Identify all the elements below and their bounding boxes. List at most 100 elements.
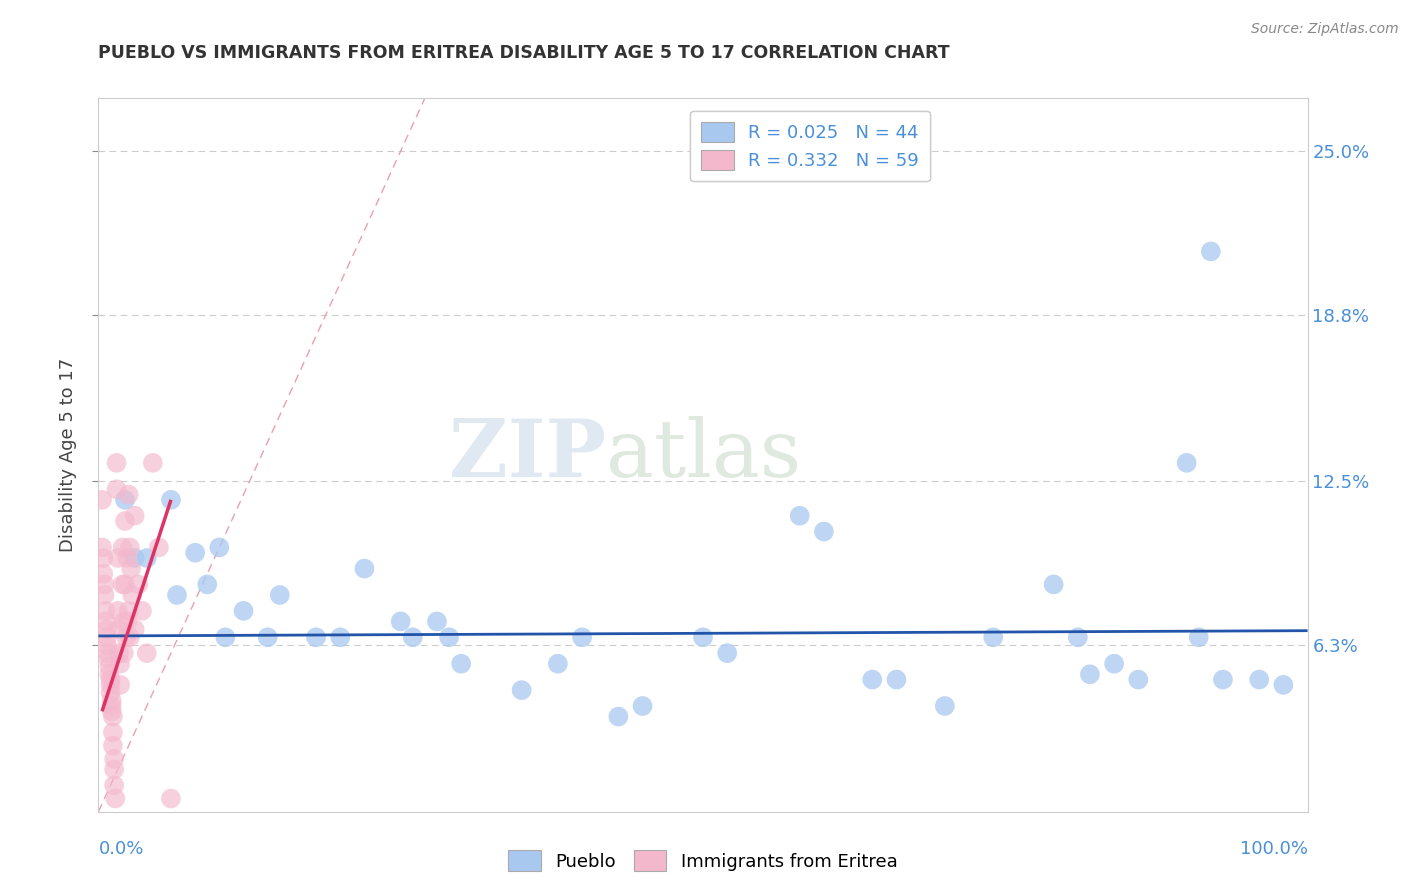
Point (108, 646, 131, 660)
Point (94, 604, 117, 618)
Point (305, 630, 328, 644)
Point (789, 508, 811, 523)
Text: 100.0%: 100.0% (1240, 840, 1308, 858)
Point (886, 673, 908, 687)
Point (934, 698, 956, 713)
Point (813, 524, 835, 539)
Point (101, 739, 124, 753)
Point (118, 541, 141, 555)
Point (1175, 456, 1198, 470)
Text: atlas: atlas (606, 416, 801, 494)
Point (208, 541, 231, 555)
Point (437, 630, 460, 644)
Point (426, 615, 449, 629)
Point (127, 577, 149, 591)
Point (101, 709, 124, 723)
Point (510, 683, 533, 698)
Point (1067, 630, 1090, 644)
Point (107, 604, 129, 618)
Text: ZIP: ZIP (450, 416, 606, 494)
Point (98, 667, 121, 681)
Point (1199, 244, 1222, 259)
Point (91, 551, 114, 566)
Point (1128, 673, 1150, 687)
Point (1272, 678, 1295, 692)
Point (114, 492, 136, 507)
Point (716, 646, 738, 660)
Point (1212, 673, 1234, 687)
Point (114, 514, 136, 528)
Point (112, 646, 135, 660)
Point (402, 630, 425, 644)
Point (124, 508, 146, 523)
Point (108, 623, 131, 637)
Point (118, 630, 141, 644)
Point (1188, 630, 1211, 644)
Text: PUEBLO VS IMMIGRANTS FROM ERITREA DISABILITY AGE 5 TO 17 CORRELATION CHART: PUEBLO VS IMMIGRANTS FROM ERITREA DISABI… (98, 45, 950, 62)
Point (91, 541, 114, 555)
Point (692, 630, 714, 644)
Point (100, 678, 122, 692)
Point (860, 673, 883, 687)
Point (103, 752, 125, 766)
Point (607, 709, 630, 723)
Point (111, 577, 134, 591)
Point (571, 630, 593, 644)
Point (121, 588, 143, 602)
Point (131, 604, 153, 618)
Point (124, 551, 146, 566)
Point (96, 623, 118, 637)
Point (97, 646, 120, 660)
Point (105, 456, 128, 470)
Point (107, 551, 129, 566)
Point (100, 673, 122, 687)
Point (91, 492, 114, 507)
Text: 0.0%: 0.0% (98, 840, 143, 858)
Point (256, 630, 278, 644)
Point (117, 551, 139, 566)
Point (631, 698, 654, 713)
Point (103, 778, 125, 792)
Point (124, 623, 146, 637)
Point (103, 763, 125, 777)
Point (118, 487, 141, 501)
Point (96, 630, 118, 644)
Point (117, 615, 139, 629)
Point (166, 588, 188, 602)
Point (981, 630, 1004, 644)
Point (214, 630, 236, 644)
Point (100, 704, 122, 718)
Point (100, 686, 122, 700)
Point (94, 615, 117, 629)
Point (184, 546, 207, 560)
Point (112, 615, 135, 629)
Point (105, 483, 128, 497)
Point (135, 551, 157, 566)
Point (329, 630, 352, 644)
Legend: R = 0.025   N = 44, R = 0.332   N = 59: R = 0.025 N = 44, R = 0.332 N = 59 (690, 111, 929, 181)
Point (135, 646, 157, 660)
Point (111, 541, 134, 555)
Point (160, 791, 183, 805)
Point (108, 678, 131, 692)
Point (232, 604, 254, 618)
Point (98, 659, 121, 673)
Point (547, 657, 569, 671)
Point (1102, 657, 1125, 671)
Point (104, 791, 127, 805)
Point (93, 588, 115, 602)
Point (120, 561, 142, 575)
Y-axis label: Disability Age 5 to 17: Disability Age 5 to 17 (59, 358, 77, 552)
Point (114, 577, 136, 591)
Point (148, 541, 170, 555)
Point (353, 561, 375, 575)
Text: Source: ZipAtlas.com: Source: ZipAtlas.com (1251, 22, 1399, 37)
Point (195, 577, 218, 591)
Point (100, 698, 122, 713)
Point (108, 657, 131, 671)
Point (101, 725, 124, 739)
Point (97, 651, 120, 665)
Point (118, 604, 141, 618)
Legend: Pueblo, Immigrants from Eritrea: Pueblo, Immigrants from Eritrea (501, 843, 905, 879)
Point (91, 566, 114, 581)
